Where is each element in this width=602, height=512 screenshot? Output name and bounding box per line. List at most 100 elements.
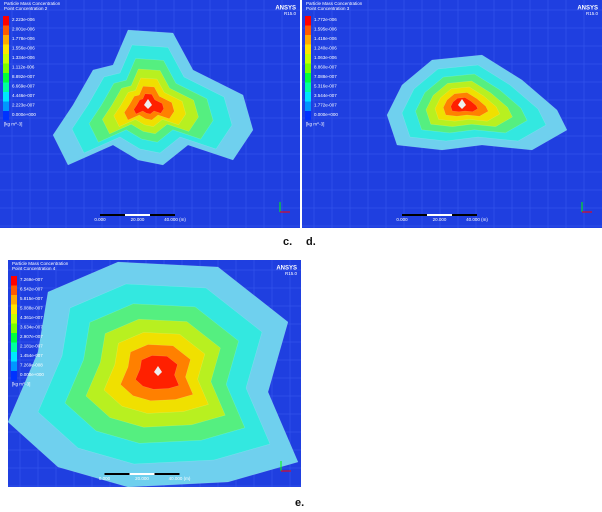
contour-panel bbox=[8, 260, 301, 487]
scale-label: 0.000 bbox=[396, 217, 408, 222]
contour-panel bbox=[0, 0, 300, 228]
version: R15.0 bbox=[285, 271, 298, 276]
legend-label: 5.316e-007 bbox=[314, 84, 337, 89]
version: R15.0 bbox=[284, 11, 297, 16]
legend-subtitle: Point Concentration 2 bbox=[4, 6, 48, 11]
caption: c. bbox=[283, 236, 292, 248]
version: R15.0 bbox=[586, 11, 599, 16]
legend-swatch bbox=[11, 333, 17, 343]
scale-label: 40.000 (m) bbox=[466, 217, 488, 222]
legend-label: 1.772e-007 bbox=[314, 103, 337, 108]
scale-bar bbox=[100, 214, 125, 216]
legend-label: 1.595e-006 bbox=[314, 27, 337, 32]
legend-swatch bbox=[11, 342, 17, 352]
legend-swatch bbox=[3, 63, 9, 73]
scale-bar bbox=[452, 214, 477, 216]
legend-label: 2.223e-006 bbox=[12, 17, 35, 22]
legend-swatch bbox=[305, 54, 311, 64]
scale-label: 20.000 bbox=[131, 217, 145, 222]
legend-label: 2.001e-006 bbox=[12, 27, 35, 32]
scale-bar bbox=[150, 214, 175, 216]
legend-subtitle: Point Concentration 3 bbox=[306, 6, 350, 11]
legend-swatch bbox=[305, 16, 311, 26]
legend-label: 5.815e-007 bbox=[20, 296, 43, 301]
legend-swatch bbox=[305, 92, 311, 102]
legend-label: 1.772e-006 bbox=[314, 17, 337, 22]
legend-label: 4.446e-007 bbox=[12, 93, 35, 98]
legend-label: 1.063e-006 bbox=[314, 55, 337, 60]
legend-label: 0.000e+000 bbox=[12, 112, 36, 117]
legend-swatch bbox=[3, 44, 9, 54]
legend-label: 3.544e-007 bbox=[314, 93, 337, 98]
source-marker bbox=[458, 99, 466, 109]
caption: d. bbox=[306, 236, 316, 248]
scale-bar bbox=[104, 473, 130, 475]
legend-label: 7.269e-007 bbox=[20, 277, 43, 282]
legend-swatch bbox=[305, 101, 311, 111]
legend-swatch bbox=[3, 54, 9, 64]
legend-label: 2.181e-007 bbox=[20, 344, 43, 349]
legend-unit: [kg m^-3] bbox=[4, 122, 22, 127]
scale-label: 20.000 bbox=[135, 476, 149, 481]
legend-swatch bbox=[305, 35, 311, 45]
legend-unit: [kg m^-3] bbox=[306, 122, 324, 127]
legend-label: 5.088e-007 bbox=[20, 306, 43, 311]
caption: e. bbox=[295, 497, 304, 509]
legend-swatch bbox=[11, 304, 17, 314]
scale-label: 40.000 (m) bbox=[169, 476, 191, 481]
legend-label: 8.860e-007 bbox=[314, 65, 337, 70]
logo: ANSYS bbox=[276, 266, 297, 272]
legend-swatch bbox=[305, 111, 311, 121]
legend-swatch bbox=[3, 82, 9, 92]
source-marker bbox=[154, 366, 162, 376]
legend-swatch bbox=[11, 371, 17, 381]
legend-label: 6.669e-007 bbox=[12, 84, 35, 89]
legend-label: 8.892e-007 bbox=[12, 74, 35, 79]
scale-bar bbox=[154, 473, 180, 475]
legend-label: 0.000e+000 bbox=[314, 112, 338, 117]
legend-label: 0.000e+000 bbox=[20, 372, 44, 377]
legend-swatch bbox=[11, 323, 17, 333]
legend-swatch bbox=[3, 111, 9, 121]
legend-label: 1.556e-006 bbox=[12, 46, 35, 51]
legend-unit: [kg m^-3] bbox=[12, 382, 30, 387]
legend-subtitle: Point Concentration 4 bbox=[12, 266, 56, 271]
legend-swatch bbox=[3, 73, 9, 83]
scale-bar bbox=[129, 473, 155, 475]
scale-label: 0.000 bbox=[94, 217, 106, 222]
legend-swatch bbox=[305, 63, 311, 73]
legend-swatch bbox=[3, 101, 9, 111]
legend-title: Particle Mass Concentration bbox=[4, 1, 61, 6]
legend-swatch bbox=[11, 285, 17, 295]
legend-label: 2.223e-007 bbox=[12, 103, 35, 108]
legend-swatch bbox=[11, 352, 17, 362]
legend-label: 1.240e-006 bbox=[314, 46, 337, 51]
legend-swatch bbox=[3, 92, 9, 102]
legend-label: 3.634e-007 bbox=[20, 325, 43, 330]
legend-swatch bbox=[3, 25, 9, 35]
legend-swatch bbox=[11, 295, 17, 305]
source-marker bbox=[144, 99, 152, 109]
legend-label: 2.907e-007 bbox=[20, 334, 43, 339]
legend-label: 1.454e-007 bbox=[20, 353, 43, 358]
scale-label: 40.000 (m) bbox=[164, 217, 186, 222]
legend-title: Particle Mass Concentration bbox=[12, 261, 69, 266]
logo: ANSYS bbox=[577, 6, 598, 12]
legend-swatch bbox=[305, 25, 311, 35]
scale-bar bbox=[402, 214, 427, 216]
legend-label: 7.269e-008 bbox=[20, 363, 43, 368]
scale-bar bbox=[427, 214, 452, 216]
scale-label: 0.000 bbox=[99, 476, 111, 481]
legend-swatch bbox=[3, 16, 9, 26]
legend-label: 1.334e-006 bbox=[12, 55, 35, 60]
scale-bar bbox=[125, 214, 150, 216]
legend-label: 6.542e-007 bbox=[20, 287, 43, 292]
legend-label: 4.361e-007 bbox=[20, 315, 43, 320]
legend-label: 1.418e-006 bbox=[314, 36, 337, 41]
legend-swatch bbox=[11, 276, 17, 286]
legend-swatch bbox=[305, 82, 311, 92]
legend-label: 1.112e-006 bbox=[12, 65, 35, 70]
logo: ANSYS bbox=[275, 6, 296, 12]
legend-label: 1.778e-006 bbox=[12, 36, 35, 41]
